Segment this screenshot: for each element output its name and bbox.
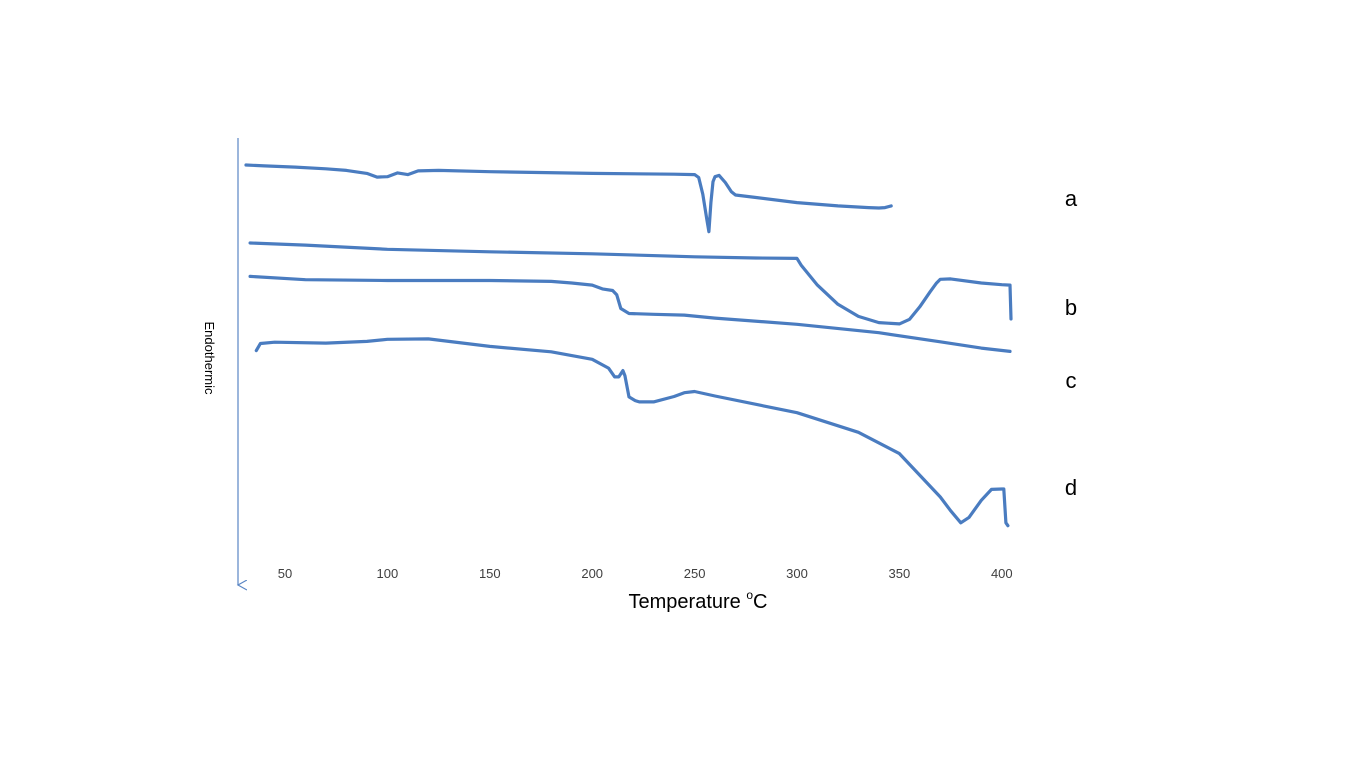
series-line-a: [244, 163, 893, 234]
x-tick-label: 300: [786, 566, 808, 581]
x-axis-label: Temperature oC: [629, 588, 768, 613]
y-axis-label: Endothermic: [202, 322, 217, 395]
x-tick-label: 50: [278, 566, 292, 581]
x-axis-label-unit: C: [753, 591, 767, 613]
x-axis-label-main: Temperature: [629, 591, 747, 613]
series-label-b: b: [1065, 295, 1077, 320]
x-tick-label: 150: [479, 566, 501, 581]
series-lines: [244, 163, 1013, 528]
x-tick-label: 250: [684, 566, 706, 581]
x-tick-label: 400: [991, 566, 1013, 581]
x-tick-label: 100: [377, 566, 399, 581]
x-tick-label: 350: [889, 566, 911, 581]
series-label-c: c: [1066, 368, 1077, 393]
series-line-b: [248, 241, 1013, 326]
series-line-d: [254, 337, 1010, 528]
series-label-d: d: [1065, 475, 1077, 500]
x-tick-label: 200: [581, 566, 603, 581]
series-label-a: a: [1065, 186, 1078, 211]
series-labels: a b c d: [1065, 186, 1078, 500]
x-tick-labels: 50 100 150 200 250 300 350 400: [278, 566, 1013, 581]
x-axis-label-superscript: o: [746, 588, 753, 602]
series-line-c: [248, 274, 1012, 353]
